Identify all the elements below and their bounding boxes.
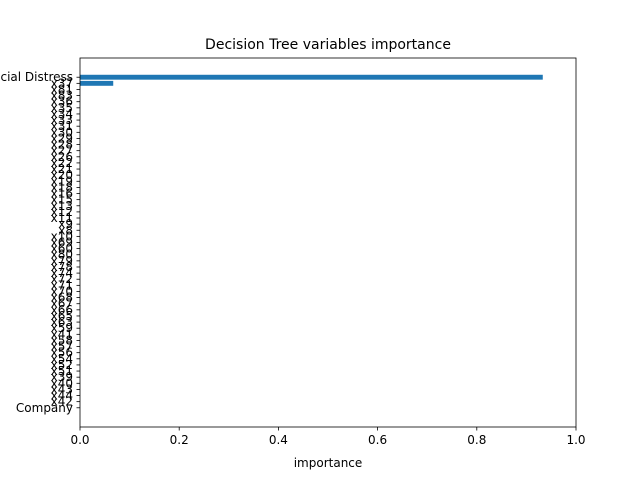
y-tick-label: x30 bbox=[51, 125, 73, 139]
y-tick-label: x19 bbox=[51, 174, 73, 188]
y-tick-label: x40 bbox=[51, 376, 73, 390]
y-tick-label: x31 bbox=[51, 119, 73, 133]
y-tick-label: x71 bbox=[51, 278, 73, 292]
y-tick-label: x60 bbox=[51, 242, 73, 256]
y-tick-label: x59 bbox=[51, 321, 73, 335]
y-tick-label: x66 bbox=[51, 303, 73, 317]
y-tick-label: x52 bbox=[51, 358, 73, 372]
y-tick-label: x22 bbox=[51, 156, 73, 170]
y-tick-label: Financial Distress bbox=[0, 70, 73, 84]
y-tick-label: x29 bbox=[51, 131, 73, 145]
y-tick-label: x34 bbox=[51, 107, 73, 121]
bar-financial-distress bbox=[80, 74, 543, 80]
x-axis-label: importance bbox=[294, 456, 363, 470]
y-tick-label: x9 bbox=[58, 217, 73, 231]
x-tick-label: 0.6 bbox=[368, 433, 387, 447]
y-tick-label: x20 bbox=[51, 168, 73, 182]
plot-frame bbox=[79, 57, 577, 428]
y-tick-label: x26 bbox=[51, 150, 73, 164]
y-tick-label: x37 bbox=[51, 76, 73, 90]
y-tick-label: x68 bbox=[51, 291, 73, 305]
x-tick-label: 0.2 bbox=[170, 433, 189, 447]
y-tick-label: x56 bbox=[51, 346, 73, 360]
y-tick-label: x12 bbox=[51, 205, 73, 219]
y-tick-label: Company bbox=[16, 401, 73, 415]
y-tick-label: x36 bbox=[51, 95, 73, 109]
y-tick-label: x67 bbox=[51, 297, 73, 311]
y-tick-label: x42 bbox=[51, 395, 73, 409]
y-tick-label: x43 bbox=[51, 382, 73, 396]
y-tick-label: x51 bbox=[51, 364, 73, 378]
y-tick-label: x78 bbox=[51, 260, 73, 274]
y-tick-label: x16 bbox=[51, 187, 73, 201]
y-tick-label: x8 bbox=[58, 223, 73, 237]
y-tick-label: x57 bbox=[51, 340, 73, 354]
y-tick-label: x35 bbox=[51, 101, 73, 115]
y-tick-label: x63 bbox=[51, 315, 73, 329]
y-tick-label: x54 bbox=[51, 352, 73, 366]
bar-x37 bbox=[80, 80, 114, 86]
y-tick-label: x18 bbox=[51, 180, 73, 194]
y-tick-label: x70 bbox=[51, 284, 73, 298]
y-tick-label: x41 bbox=[51, 327, 73, 341]
y-tick-label: x58 bbox=[51, 333, 73, 347]
y-tick-label: x10 bbox=[51, 229, 73, 243]
y-tick-label: x83 bbox=[51, 89, 73, 103]
x-tick-label: 1.0 bbox=[566, 433, 585, 447]
y-tick-label: x69 bbox=[51, 236, 73, 250]
y-tick-label: x80 bbox=[51, 248, 73, 262]
y-tick-label: x44 bbox=[51, 389, 73, 403]
y-tick-label: x72 bbox=[51, 272, 73, 286]
y-tick-label: x65 bbox=[51, 309, 73, 323]
y-tick-label: x11 bbox=[51, 211, 73, 225]
bars-group bbox=[80, 74, 543, 86]
y-tick-label: x13 bbox=[51, 199, 73, 213]
y-tick-label: x21 bbox=[51, 162, 73, 176]
x-tick-label: 0.8 bbox=[467, 433, 486, 447]
y-tick-label: x74 bbox=[51, 266, 73, 280]
y-tick-label: x27 bbox=[51, 144, 73, 158]
y-axis-ticks: Companyx42x44x43x40x39x51x52x54x56x57x58… bbox=[0, 70, 80, 415]
x-axis-ticks: 0.0 0.2 0.4 0.6 0.8 1.0 bbox=[70, 427, 586, 447]
y-tick-label: x15 bbox=[51, 193, 73, 207]
chart-title: Decision Tree variables importance bbox=[205, 37, 451, 53]
y-tick-label: x39 bbox=[51, 370, 73, 384]
x-tick-label: 0.4 bbox=[269, 433, 288, 447]
y-tick-label: x28 bbox=[51, 138, 73, 152]
x-tick-label: 0.0 bbox=[70, 433, 89, 447]
y-tick-label: x79 bbox=[51, 254, 73, 268]
y-tick-label: x33 bbox=[51, 113, 73, 127]
y-tick-label: x81 bbox=[51, 82, 73, 96]
